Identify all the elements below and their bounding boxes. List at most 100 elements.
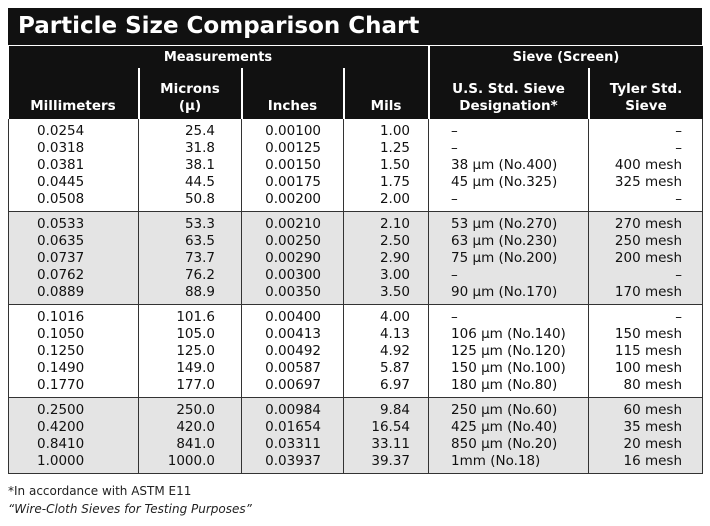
cell: 420.0: [138, 419, 242, 436]
column-header: Microns (μ): [137, 68, 242, 119]
cell: 25.4: [138, 119, 242, 140]
cell: 0.03937: [241, 453, 344, 474]
cell: 200 mesh: [588, 250, 704, 267]
cell: 90 μm (No.170): [428, 284, 589, 305]
cell: 0.0445: [8, 174, 139, 191]
row: 0.8410 841.0 0.03311 33.11 850 μm (No.20) 20 …: [8, 436, 704, 453]
cell: 325 mesh: [588, 174, 704, 191]
cell: 53 μm (No.270): [428, 211, 589, 233]
cell: 0.0533: [8, 211, 139, 233]
cell: 3.00: [342, 267, 429, 284]
cell: 125.0: [138, 343, 242, 360]
cell: 0.00587: [241, 360, 344, 377]
row: 0.0445 44.5 0.00175 1.75 45 μm (No.325) 325 m…: [8, 174, 704, 191]
cell: 425 μm (No.40): [428, 419, 589, 436]
cell: 2.90: [342, 250, 429, 267]
column-header: Mils: [342, 68, 429, 119]
cell: 38.1: [138, 157, 242, 174]
cell: 0.03311: [241, 436, 344, 453]
cell: 125 μm (No.120): [428, 343, 589, 360]
cell: 0.4200: [8, 419, 139, 436]
cell: –: [588, 191, 704, 212]
cell: 0.0508: [8, 191, 139, 212]
column-header: Millimeters: [8, 68, 139, 119]
cell: 180 μm (No.80): [428, 377, 589, 398]
row: 0.0533 53.3 0.00210 2.10 53 μm (No.270) 270 m…: [8, 211, 704, 233]
cell: 45 μm (No.325): [428, 174, 589, 191]
cell: 250.0: [138, 397, 242, 419]
row: 0.0762 76.2 0.00300 3.00– –: [8, 267, 704, 284]
cell: 0.0737: [8, 250, 139, 267]
cell: 31.8: [138, 140, 242, 157]
cell: 3.50: [342, 284, 429, 305]
cell: 149.0: [138, 360, 242, 377]
cell: 0.00175: [241, 174, 344, 191]
cell: 0.00300: [241, 267, 344, 284]
cell: 63.5: [138, 233, 242, 250]
cell: –: [588, 119, 704, 140]
cell: 1.50: [342, 157, 429, 174]
cell: 250 μm (No.60): [428, 397, 589, 419]
cell: 76.2: [138, 267, 242, 284]
cell: 0.00413: [241, 326, 344, 343]
cell: 115 mesh: [588, 343, 704, 360]
row: 0.0381 38.1 0.00150 1.50 38 μm (No.400) 400 m…: [8, 157, 704, 174]
row: 0.1016 101.6 0.00400 4.00– –: [8, 304, 704, 326]
cell: 150 μm (No.100): [428, 360, 589, 377]
cell: 0.0318: [8, 140, 139, 157]
cell: 2.50: [342, 233, 429, 250]
cell: 0.00250: [241, 233, 344, 250]
row-group: 0.1016 101.6 0.00400 4.00– –0.1050 105.0 0.004…: [8, 304, 704, 398]
cell: 150 mesh: [588, 326, 704, 343]
cell: 101.6: [138, 304, 242, 326]
row: 0.0318 31.8 0.00125 1.25– –: [8, 140, 704, 157]
row-group: 0.2500 250.0 0.00984 9.84 250 μm (No.60) 60 m…: [8, 397, 704, 474]
footnote: “Wire-Cloth Sieves for Testing Purposes”: [8, 502, 252, 516]
group-header: Measurements: [8, 46, 429, 68]
cell: 0.0889: [8, 284, 139, 305]
cell: 0.2500: [8, 397, 139, 419]
cell: 38 μm (No.400): [428, 157, 589, 174]
row: 0.1050 105.0 0.00413 4.13 106 μm (No.140) 150…: [8, 326, 704, 343]
row: 0.0254 25.4 0.00100 1.00– –: [8, 119, 704, 140]
cell: 16.54: [342, 419, 429, 436]
row: 0.0889 88.9 0.00350 3.50 90 μm (No.170) 170 m…: [8, 284, 704, 305]
cell: 0.1016: [8, 304, 139, 326]
cell: 0.00150: [241, 157, 344, 174]
cell: 1.0000: [8, 453, 139, 474]
cell: 35 mesh: [588, 419, 704, 436]
cell: 1000.0: [138, 453, 242, 474]
cell: 88.9: [138, 284, 242, 305]
cell: 0.1250: [8, 343, 139, 360]
cell: 73.7: [138, 250, 242, 267]
cell: 0.0635: [8, 233, 139, 250]
group-header: Sieve (Screen): [427, 46, 703, 68]
row: 0.0508 50.8 0.00200 2.00– –: [8, 191, 704, 212]
cell: 105.0: [138, 326, 242, 343]
cell: 1.00: [342, 119, 429, 140]
cell: 250 mesh: [588, 233, 704, 250]
row: 1.0000 1000.0 0.03937 39.37 1mm (No.18) 16 me…: [8, 453, 704, 474]
footnote: *In accordance with ASTM E11: [8, 484, 192, 498]
cell: –: [428, 304, 589, 326]
cell: 170 mesh: [588, 284, 704, 305]
row: 0.2500 250.0 0.00984 9.84 250 μm (No.60) 60 m…: [8, 397, 704, 419]
cell: 0.1490: [8, 360, 139, 377]
cell: 20 mesh: [588, 436, 704, 453]
cell: 2.00: [342, 191, 429, 212]
row-group: 0.0254 25.4 0.00100 1.00– –0.0318 31.8 0.00125…: [8, 119, 704, 212]
cell: 0.8410: [8, 436, 139, 453]
cell: 0.1770: [8, 377, 139, 398]
cell: 0.00210: [241, 211, 344, 233]
cell: 75 μm (No.200): [428, 250, 589, 267]
cell: 270 mesh: [588, 211, 704, 233]
cell: 100 mesh: [588, 360, 704, 377]
column-header: Tyler Std. Sieve: [587, 68, 703, 119]
cell: 6.97: [342, 377, 429, 398]
cell: –: [428, 191, 589, 212]
cell: –: [588, 304, 704, 326]
cell: 4.13: [342, 326, 429, 343]
cell: 16 mesh: [588, 453, 704, 474]
cell: 33.11: [342, 436, 429, 453]
